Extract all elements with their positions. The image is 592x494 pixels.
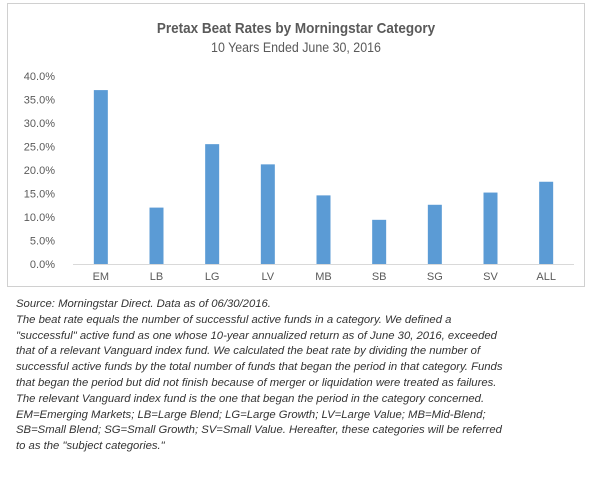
caption-line: that began the period but did not finish… bbox=[16, 376, 497, 389]
y-tick-label: 15.0% bbox=[24, 189, 55, 201]
bar bbox=[205, 144, 220, 264]
y-tick-label: 10.0% bbox=[24, 212, 55, 224]
caption-line: successful active funds by the total num… bbox=[16, 361, 503, 374]
caption-line: SB=Small Blend; SG=Small Growth; SV=Smal… bbox=[16, 424, 502, 437]
bar bbox=[149, 207, 164, 264]
bar-chart: 0.0% 5.0% 10.0% 15.0% 20.0% 25.0% 30.0% 35.0% 40… bbox=[24, 71, 574, 283]
chart-caption: Source: Morningstar Direct. Data as of 0… bbox=[16, 297, 588, 455]
chart-frame: Pretax Beat Rates by Morningstar Categor… bbox=[7, 3, 585, 287]
x-tick-label: SB bbox=[372, 271, 387, 283]
caption-line: to as the "subject categories." bbox=[16, 440, 165, 453]
x-tick-label: LB bbox=[150, 271, 163, 283]
x-tick-label: ALL bbox=[536, 271, 556, 283]
x-tick-label: EM bbox=[93, 271, 110, 283]
x-tick-label: SV bbox=[483, 271, 498, 283]
y-tick-label: 30.0% bbox=[24, 118, 55, 130]
bar bbox=[93, 90, 108, 264]
y-tick-label: 35.0% bbox=[24, 95, 55, 107]
x-tick-label: LG bbox=[205, 271, 220, 283]
caption-line: EM=Emerging Markets; LB=Large Blend; LG=… bbox=[16, 408, 486, 421]
x-tick-label: MB bbox=[315, 271, 332, 283]
bar bbox=[316, 195, 331, 264]
y-tick-label: 25.0% bbox=[24, 142, 55, 154]
x-tick-label: SG bbox=[427, 271, 443, 283]
caption-line: The relevant Vanguard index fund is the … bbox=[16, 392, 485, 405]
x-tick-label: LV bbox=[262, 271, 275, 283]
y-tick-label: 0.0% bbox=[30, 259, 55, 271]
caption-line: Source: Morningstar Direct. Data as of 0… bbox=[16, 298, 271, 310]
caption-line: The beat rate equals the number of succe… bbox=[16, 313, 452, 326]
caption-line: "successful" active fund as one whose 10… bbox=[16, 329, 497, 342]
chart-title: Pretax Beat Rates by Morningstar Categor… bbox=[156, 20, 436, 37]
y-tick-label: 20.0% bbox=[24, 165, 55, 177]
bar bbox=[427, 204, 442, 264]
bar bbox=[372, 219, 387, 264]
chart-subtitle: 10 Years Ended June 30, 2016 bbox=[211, 40, 381, 55]
bar bbox=[260, 164, 275, 264]
caption-line: that of a relevant Vanguard index fund. … bbox=[16, 345, 481, 358]
bar bbox=[483, 192, 498, 264]
y-tick-label: 5.0% bbox=[30, 236, 55, 248]
y-tick-label: 40.0% bbox=[24, 71, 55, 83]
bar bbox=[539, 181, 554, 264]
